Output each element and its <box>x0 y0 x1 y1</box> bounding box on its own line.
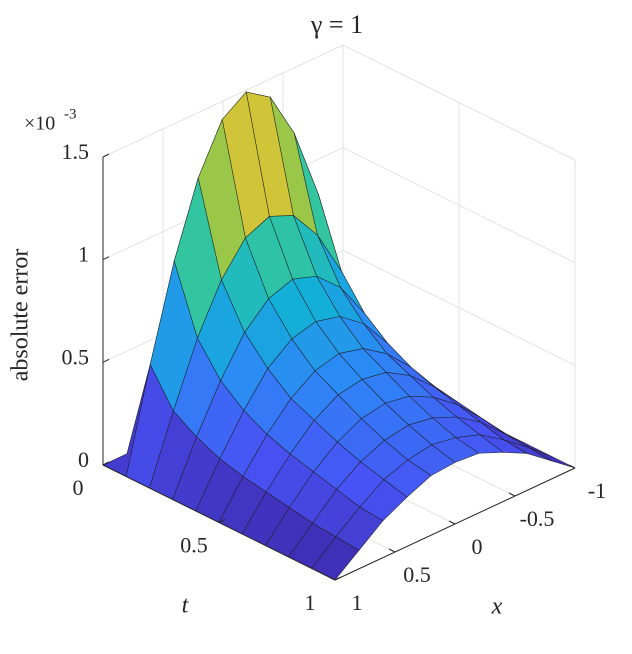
x-tick-label: -0.5 <box>520 506 555 531</box>
grid-line <box>102 147 576 264</box>
z-tick <box>102 256 110 261</box>
x-tick-label: 0 <box>472 534 483 559</box>
x-tick <box>568 464 576 469</box>
x-tick <box>448 520 456 525</box>
z-tick-label: 0.5 <box>62 344 90 369</box>
t-tick <box>334 576 342 581</box>
z-axis-label: absolute error <box>8 249 34 382</box>
z-multiplier: ×10 <box>24 113 55 135</box>
chart-title: γ = 1 <box>310 10 363 39</box>
z-tick <box>102 358 110 363</box>
x-tick-label: 0.5 <box>403 562 431 587</box>
grid-line <box>102 44 576 161</box>
z-tick <box>102 153 110 158</box>
x-tick-label: -1 <box>588 478 606 503</box>
x-tick-label: 1 <box>352 590 363 615</box>
z-tick-label: 1 <box>78 242 89 267</box>
t-axis-label: t <box>182 593 190 619</box>
z-tick-label: 1.5 <box>62 139 90 164</box>
z-exponent: -3 <box>64 106 77 122</box>
t-tick <box>218 519 226 523</box>
y-tick-label: 0.5 <box>180 533 208 558</box>
z-tick-label: 0 <box>78 447 89 472</box>
t-tick <box>102 461 110 466</box>
surface-patch <box>527 446 576 469</box>
y-tick-label: 1 <box>305 590 316 615</box>
x-tick <box>508 492 516 497</box>
x-axis-label: x <box>491 594 503 620</box>
x-tick <box>388 548 396 553</box>
x-tick <box>328 576 336 581</box>
y-tick-label: 0 <box>73 475 84 500</box>
